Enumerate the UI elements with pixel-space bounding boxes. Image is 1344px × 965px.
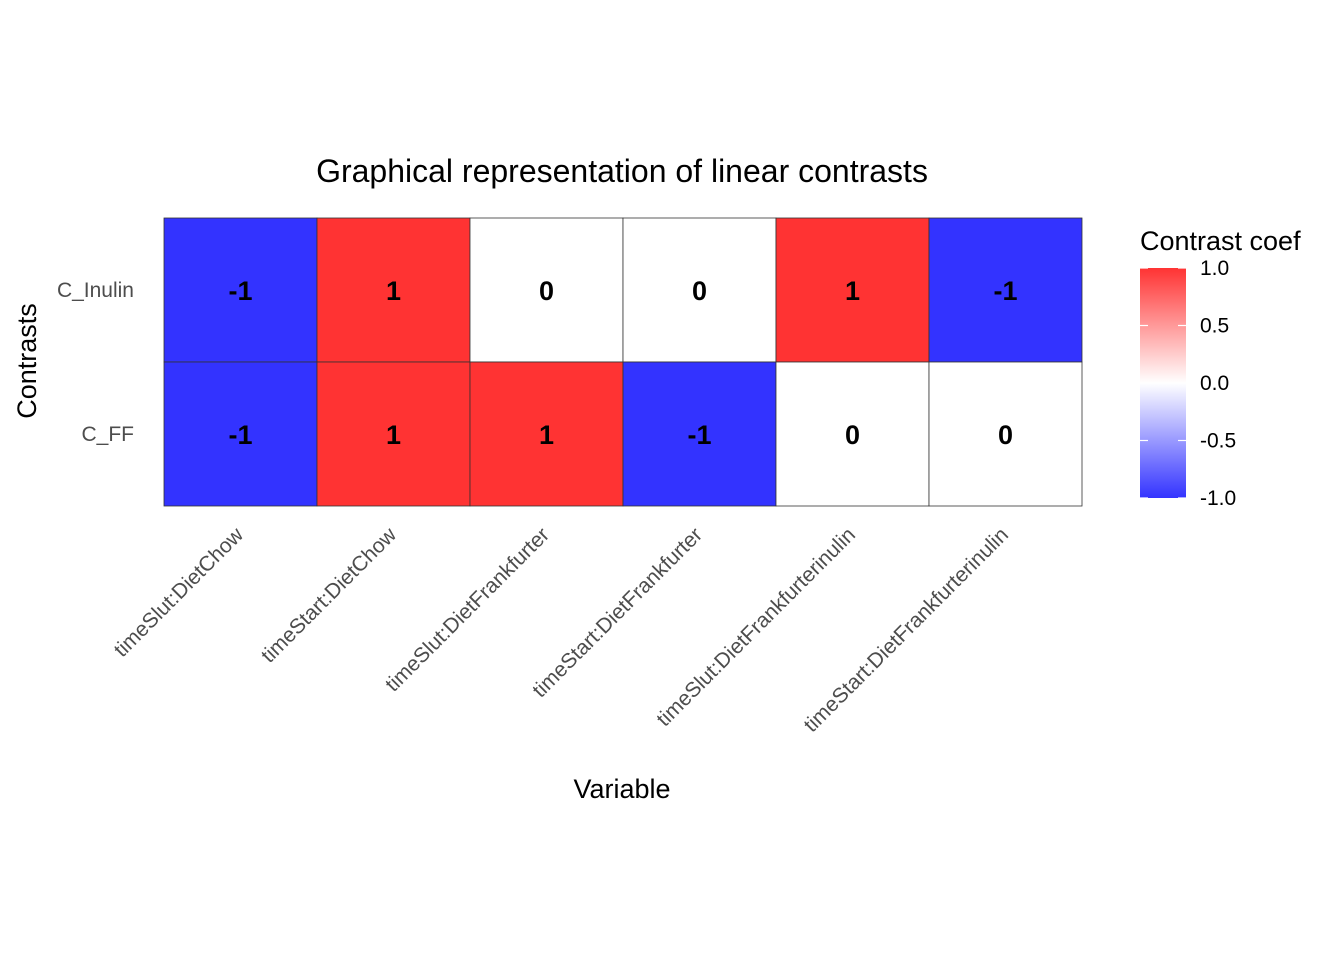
heatmap-cell-0-0 <box>163 217 318 363</box>
legend-tick-label: -0.5 <box>1200 430 1236 453</box>
cell-value-label: -1 <box>687 420 711 450</box>
cell-value-label: 1 <box>845 276 860 306</box>
cell-value-label: 1 <box>386 420 401 450</box>
x-tick-label: timeSlut:DietFrankfurter <box>381 523 554 696</box>
x-axis-title: Variable <box>573 774 670 804</box>
cell-value-label: -1 <box>993 276 1017 306</box>
legend-tick-label: 1.0 <box>1200 257 1229 280</box>
cell-value-label: 1 <box>539 420 554 450</box>
y-tick-label: C_FF <box>82 423 135 446</box>
x-tick-label: timeStart:DietChow <box>257 523 402 668</box>
heatmap-cells <box>163 217 1083 507</box>
color-legend: Contrast coef 1.0 0.5 0.0 -0.5 -1.0 <box>1140 226 1301 510</box>
heatmap-cell-0-2 <box>469 217 624 363</box>
heatmap-cell-0-1 <box>316 217 471 363</box>
heatmap-cell-1-5 <box>928 361 1083 507</box>
cell-value-label: 1 <box>386 276 401 306</box>
x-tick-label: timeStart:DietFrankfurter <box>528 523 707 702</box>
heatmap-cell-labels: -1 1 0 0 1 -1 -1 1 1 -1 0 0 <box>228 276 1017 450</box>
heatmap-cell-0-5 <box>928 217 1083 363</box>
legend-tick-label: 0.5 <box>1200 315 1229 338</box>
cell-value-label: 0 <box>692 276 707 306</box>
cell-value-label: 0 <box>539 276 554 306</box>
cell-value-label: -1 <box>228 276 252 306</box>
heatmap-cell-1-0 <box>163 361 318 507</box>
y-axis-title: Contrasts <box>12 303 42 419</box>
heatmap-cell-0-3 <box>622 217 777 363</box>
heatmap-cell-0-4 <box>775 217 930 363</box>
y-tick-labels: C_Inulin C_FF <box>57 279 134 446</box>
legend-title: Contrast coef <box>1140 226 1301 256</box>
cell-value-label: 0 <box>845 420 860 450</box>
heatmap-cell-1-2 <box>469 361 624 507</box>
heatmap-cell-1-1 <box>316 361 471 507</box>
legend-tick-label: 0.0 <box>1200 372 1229 395</box>
heatmap-cell-1-3 <box>622 361 777 507</box>
cell-value-label: -1 <box>228 420 252 450</box>
y-tick-label: C_Inulin <box>57 279 134 302</box>
legend-tick-label: -1.0 <box>1200 487 1236 510</box>
chart-title: Graphical representation of linear contr… <box>316 153 928 189</box>
x-tick-label: timeSlut:DietChow <box>110 523 249 662</box>
x-tick-labels: timeSlut:DietChow timeStart:DietChowtimeS… <box>110 523 1013 737</box>
legend-ticks: 1.0 0.5 0.0 -0.5 -1.0 <box>1140 257 1236 510</box>
cell-value-label: 0 <box>998 420 1013 450</box>
